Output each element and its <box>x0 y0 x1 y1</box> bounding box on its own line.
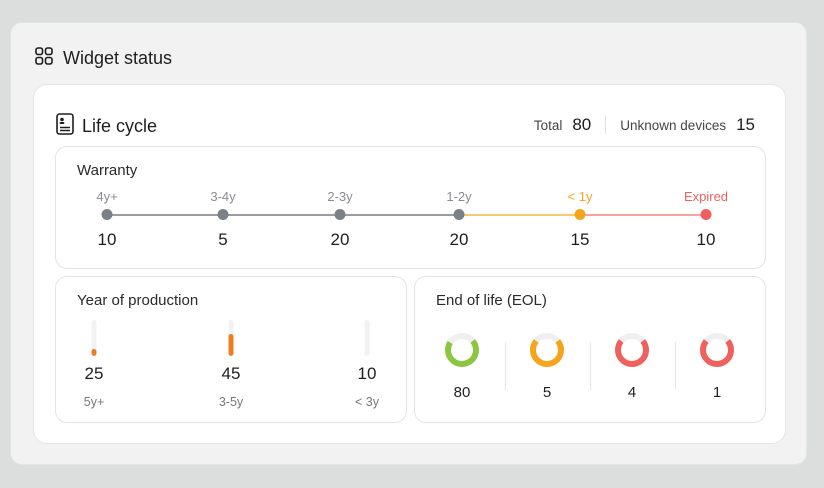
production-value: 10 <box>357 364 377 383</box>
life-cycle-header: Life cycle <box>56 113 157 140</box>
warranty-dot <box>101 209 113 220</box>
widget-status-panel: Widget status Life cycle Total 80 Unknow… <box>10 22 807 465</box>
warranty-label: 2-3y <box>327 189 353 204</box>
warranty-line-segment <box>223 214 340 216</box>
document-icon <box>56 113 74 140</box>
widget-header: Widget status <box>35 47 172 70</box>
eol-donut <box>528 331 566 374</box>
warranty-dot <box>334 209 346 220</box>
eol-value: 80 <box>453 384 471 401</box>
unknown-devices-value: 15 <box>736 115 755 134</box>
warranty-label: 4y+ <box>96 189 118 204</box>
production-value: 45 <box>221 364 241 383</box>
eol-divider <box>674 342 676 390</box>
warranty-label: 3-4y <box>210 189 236 204</box>
production-bar-fill <box>91 348 97 356</box>
warranty-value: 15 <box>570 230 590 249</box>
end-of-life-card: End of life (EOL) 80 5 4 1 <box>414 276 766 423</box>
warranty-value: 20 <box>330 230 350 249</box>
warranty-value: 20 <box>449 230 469 249</box>
warranty-line-segment <box>459 214 580 216</box>
eol-divider <box>504 342 506 390</box>
eol-donut <box>443 331 481 374</box>
eol-donut <box>698 331 736 374</box>
eol-donut <box>613 331 651 374</box>
warranty-dot <box>574 209 586 220</box>
life-cycle-title: Life cycle <box>82 116 158 136</box>
production-label: < 3y <box>355 395 379 409</box>
widget-title: Widget status <box>63 48 173 68</box>
total-label: Total <box>533 117 563 133</box>
year-of-production-card: Year of production 25 5y+ 45 3-5y 10 < 3y <box>55 276 407 423</box>
eol-value: 4 <box>627 384 637 401</box>
end-of-life-title: End of life (EOL) <box>436 292 547 309</box>
production-label: 3-5y <box>218 395 244 409</box>
warranty-dot <box>453 209 465 220</box>
production-bar <box>91 320 97 356</box>
warranty-label: < 1y <box>567 189 593 204</box>
grid-icon <box>35 47 53 70</box>
warranty-card: Warranty 4y+ 10 3-4y 5 2-3y 20 1-2y 20 < 1y 15 Exp… <box>55 146 766 269</box>
warranty-line-segment <box>340 214 459 216</box>
total-value: 80 <box>572 115 592 134</box>
warranty-dot <box>700 209 712 220</box>
warranty-label: Expired <box>683 189 729 204</box>
totals-summary: Total 80 Unknown devices 15 <box>534 115 755 135</box>
eol-value: 1 <box>712 384 722 401</box>
eol-value: 5 <box>542 384 552 401</box>
production-bar <box>228 320 234 356</box>
warranty-label: 1-2y <box>446 189 472 204</box>
life-cycle-card: Life cycle Total 80 Unknown devices 15 W… <box>33 84 786 444</box>
production-bar <box>364 320 370 356</box>
warranty-line-segment <box>107 214 223 216</box>
warranty-line-segment <box>580 214 706 216</box>
warranty-dot <box>217 209 229 220</box>
production-value: 25 <box>84 364 104 383</box>
warranty-value: 5 <box>218 230 228 249</box>
unknown-devices-label: Unknown devices <box>620 117 727 133</box>
warranty-value: 10 <box>97 230 117 249</box>
production-bar-fill <box>228 334 234 356</box>
year-of-production-title: Year of production <box>77 292 199 309</box>
production-label: 5y+ <box>83 395 105 409</box>
eol-divider <box>589 342 591 390</box>
divider <box>605 116 607 134</box>
warranty-value: 10 <box>696 230 716 249</box>
warranty-title: Warranty <box>77 162 138 179</box>
